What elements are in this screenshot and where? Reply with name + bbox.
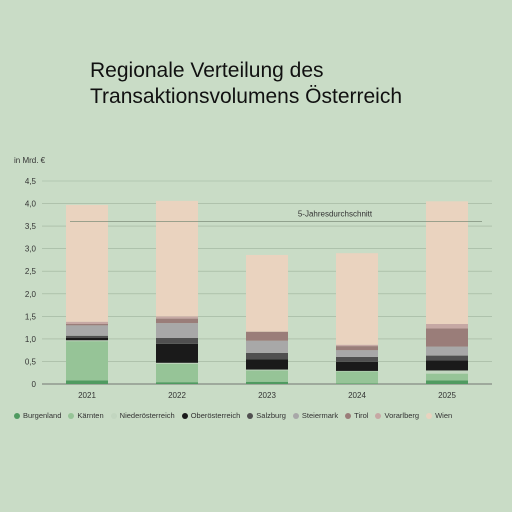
y-tick-label: 1,5 (25, 312, 37, 321)
legend-item: Oberösterreich (181, 411, 241, 420)
legend-label: Oberösterreich (190, 411, 241, 420)
bar-segment (336, 253, 378, 345)
labels-layer: in Mrd. € 0 0,5 1,0 1,5 2,0 2,5 3,0 3,5 4,0 4,5 202… (14, 156, 456, 400)
legend-swatch (247, 412, 254, 419)
bar-segment (246, 369, 288, 371)
reference-line-label: 5-Jahresdurchschnitt (298, 210, 373, 219)
legend-item: Tirol (345, 411, 368, 420)
bar-segment (156, 316, 198, 319)
bar-segment (66, 337, 108, 341)
bar-segment (156, 382, 198, 384)
bar-segment (246, 370, 288, 382)
bar-segment (156, 323, 198, 338)
bar-segment (246, 331, 288, 341)
bar-segment (426, 360, 468, 371)
chart-title-line-2: Transaktionsvolumens Österreich (90, 85, 403, 109)
y-tick-label: 0,5 (25, 357, 37, 366)
bar-segment (66, 324, 108, 326)
legend-swatch (14, 412, 20, 419)
bar-segment (156, 337, 198, 344)
legend-label: Salzburg (256, 411, 286, 420)
legend-label: Vorarlberg (384, 411, 420, 420)
bar-segment (426, 328, 468, 347)
bar-segment (336, 344, 378, 347)
bar-segment (426, 346, 468, 356)
bar-segment (336, 350, 378, 357)
bar-segment (426, 380, 468, 384)
legend-swatch (292, 412, 299, 419)
bar-segment (336, 356, 378, 362)
reference-line-layer: 5-Jahresdurchschnitt (70, 210, 482, 222)
bar-segment (246, 352, 288, 360)
legend-item: Steiermark (292, 411, 339, 420)
bar-segment (156, 200, 198, 317)
bar-segment (426, 355, 468, 361)
y-tick-label: 4,0 (25, 200, 37, 209)
y-tick-label: 1,0 (25, 335, 37, 344)
bar-segment (336, 361, 378, 371)
bar-segment (156, 318, 198, 324)
legend-label: Burgenland (23, 411, 62, 420)
legend-label: Kärnten (77, 411, 104, 420)
x-tick-label: 2021 (78, 391, 96, 400)
bar-segment (246, 340, 288, 353)
legend-label: Niederösterreich (119, 411, 175, 420)
legend-swatch (345, 412, 352, 419)
legend-item: Vorarlberg (375, 411, 419, 420)
y-tick-label: 0 (32, 380, 37, 389)
bar-segment (426, 324, 468, 329)
legend-item: Kärnten (68, 411, 104, 420)
bar-segment (426, 373, 468, 381)
legend-item: Salzburg (247, 411, 286, 420)
bar-segment (66, 204, 108, 322)
legend-item: Niederösterreich (110, 411, 175, 420)
bar-segment (246, 359, 288, 370)
bar-segment (66, 321, 108, 325)
bars-layer (66, 200, 468, 384)
legend-item: Wien (426, 411, 452, 420)
x-tick-label: 2023 (258, 391, 276, 400)
bar-segment (66, 341, 108, 381)
legend-swatch (426, 412, 433, 419)
grid-layer (42, 180, 492, 385)
chart-title: Regionale Verteilung des Transaktionsvol… (90, 58, 490, 110)
bar-segment (426, 370, 468, 374)
bar-segment (336, 346, 378, 351)
legend: Burgenland Kärnten Niederösterreich Oberöst… (14, 411, 504, 420)
y-tick-label: 3,0 (25, 245, 37, 254)
legend-swatch (181, 412, 188, 419)
bar-segment (156, 363, 198, 383)
bar-segment (156, 362, 198, 364)
bar-segment (426, 201, 468, 325)
bar-segment (156, 343, 198, 363)
bar-segment (66, 325, 108, 336)
legend-swatch (375, 412, 382, 419)
legend-label: Tirol (354, 411, 369, 420)
bar-segment (66, 340, 108, 342)
y-tick-label: 2,5 (25, 267, 37, 276)
y-tick-label: 2,0 (25, 290, 37, 299)
legend-label: Steiermark (301, 411, 339, 420)
legend-item: Burgenland (14, 411, 61, 420)
bar-segment (66, 335, 108, 338)
legend-label: Wien (435, 411, 453, 420)
y-axis-label: in Mrd. € (14, 156, 46, 165)
bar-segment (246, 254, 288, 332)
bar-segment (66, 380, 108, 384)
x-tick-label: 2025 (438, 391, 456, 400)
legend-swatch (110, 412, 117, 419)
chart-title-line-1: Regionale Verteilung des (90, 59, 324, 83)
y-tick-label: 4,5 (25, 177, 37, 186)
bar-segment (336, 371, 378, 384)
y-tick-label: 3,5 (25, 222, 37, 231)
x-tick-label: 2024 (348, 391, 366, 400)
bar-segment (246, 381, 288, 384)
legend-swatch (68, 412, 75, 419)
x-tick-label: 2022 (168, 391, 186, 400)
